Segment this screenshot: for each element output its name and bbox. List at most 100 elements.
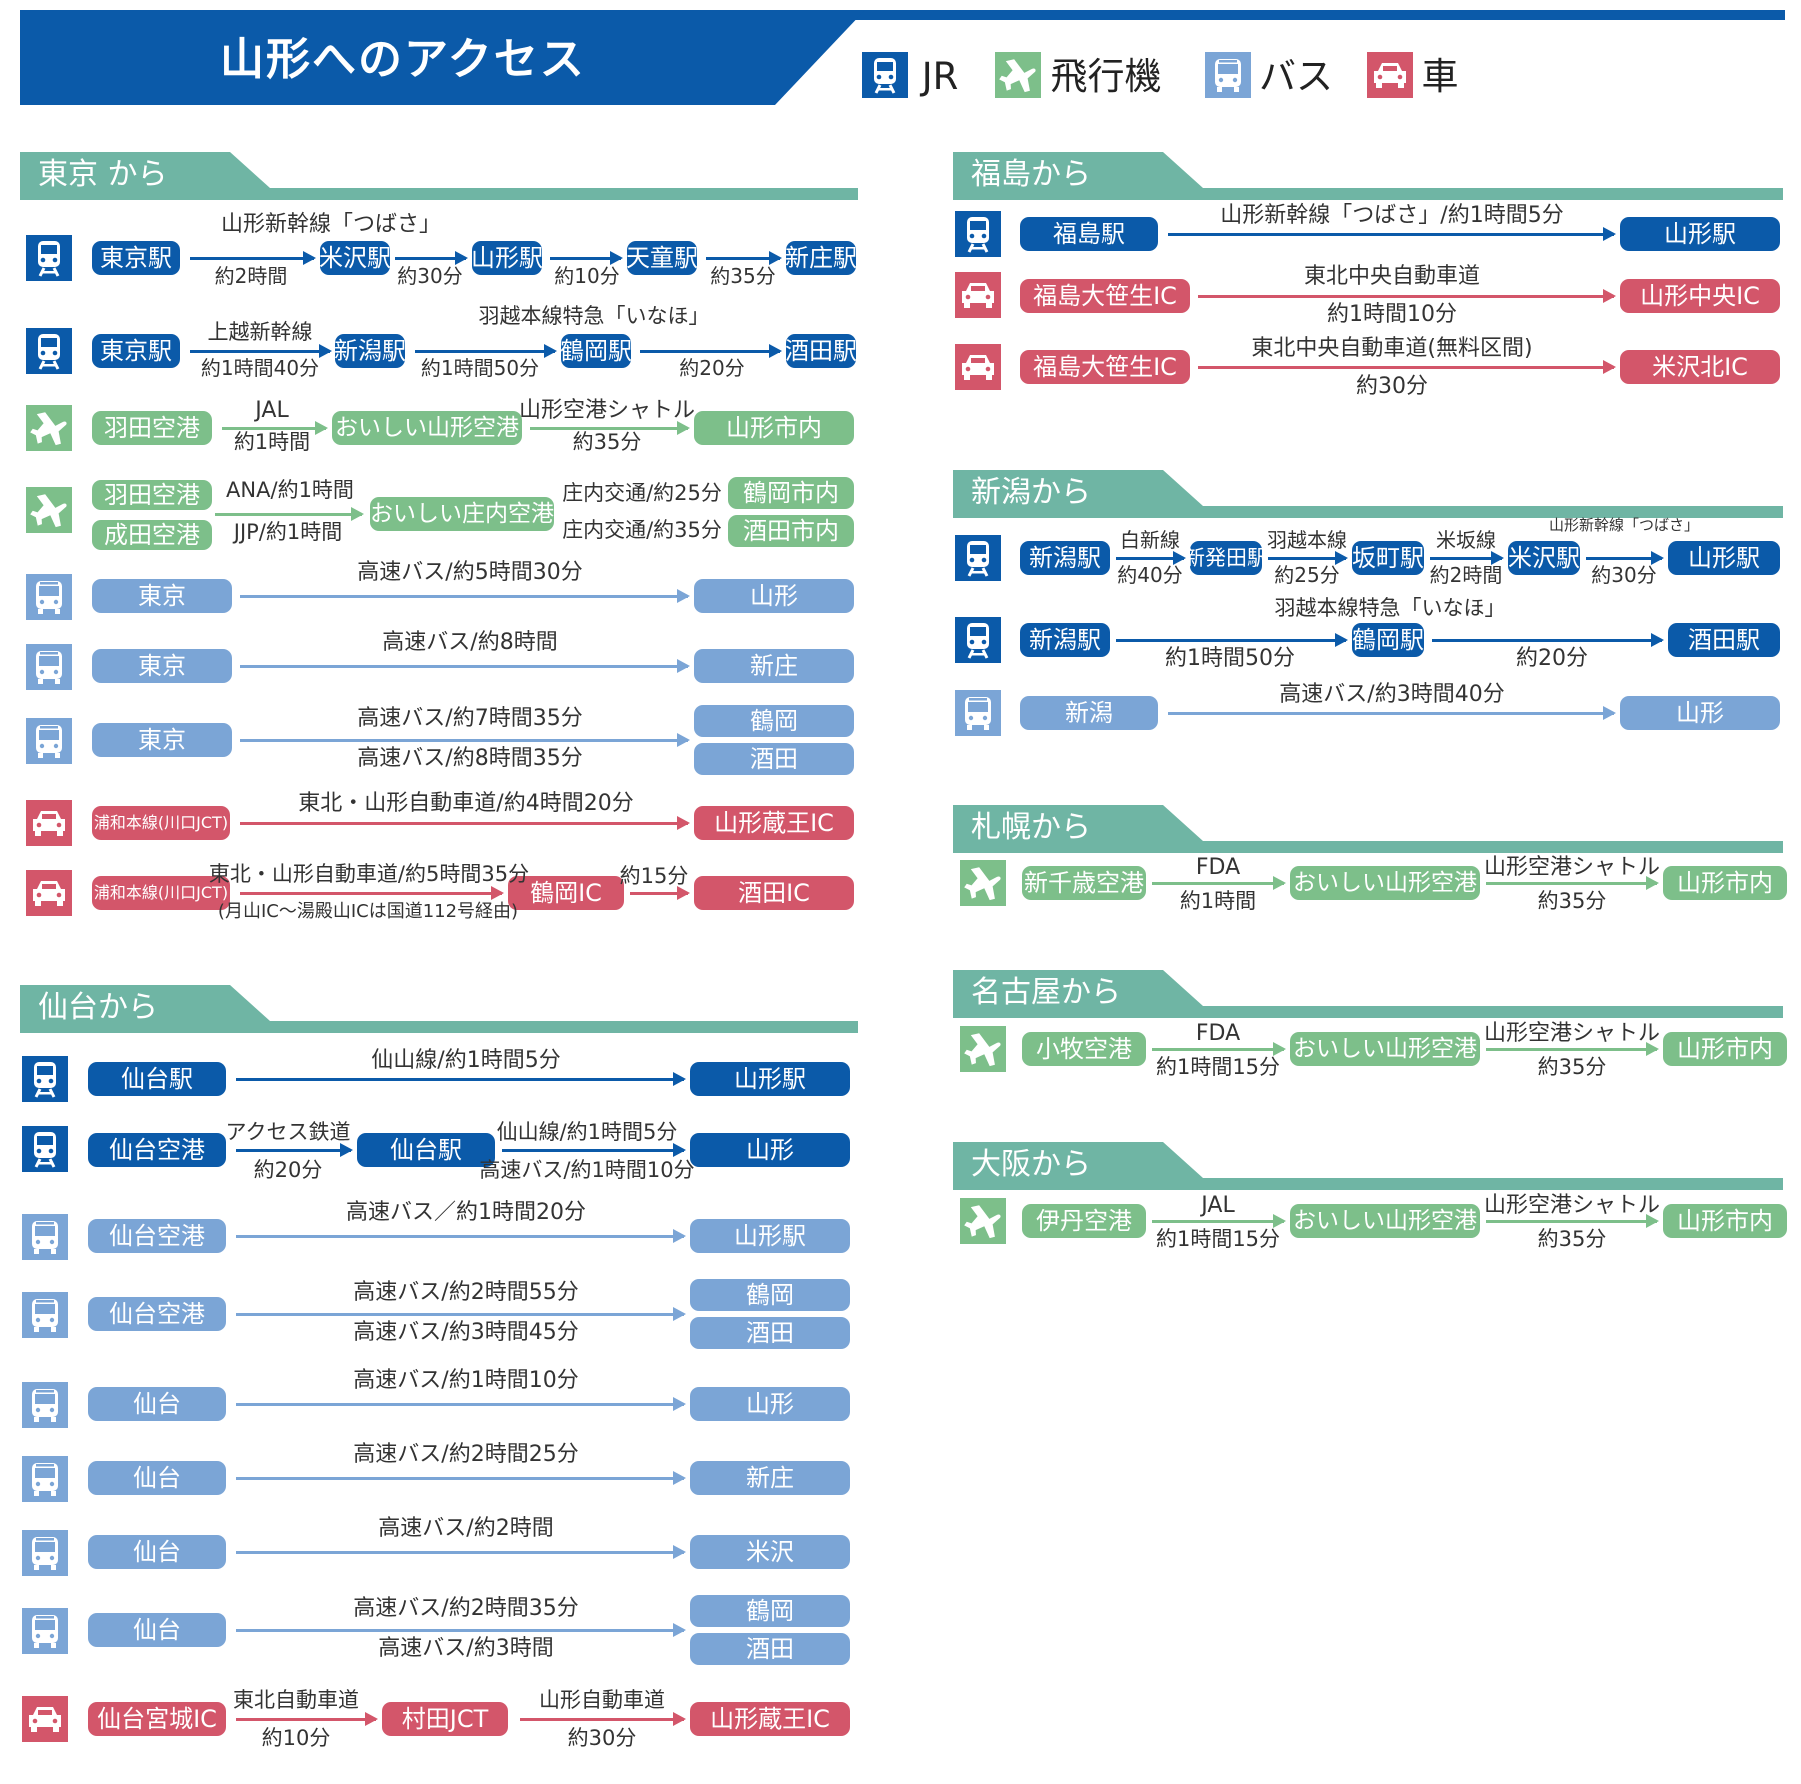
section-header-bar [953, 970, 1783, 1018]
train-icon [967, 541, 989, 577]
train-icon [955, 535, 1001, 581]
airplane-icon [964, 867, 1001, 901]
node-box: 仙台 [88, 1535, 226, 1569]
arrow-head [673, 1072, 686, 1086]
route-label: 約1時間15分 [1155, 1227, 1281, 1251]
node-box: おいしい山形空港 [1290, 1032, 1480, 1066]
node-box: 山形 [690, 1387, 850, 1421]
arrow-head [1173, 551, 1186, 565]
route-label: 高速バス/約3時間45分 [353, 1320, 579, 1345]
node-box: 浦和本線(川口JCT) [92, 876, 230, 910]
route-label: 約1時間50分 [1165, 646, 1295, 671]
route-label: 約1時間 [1179, 889, 1257, 913]
node-box: 成田空港 [92, 520, 212, 550]
route-label: 約40分 [1117, 563, 1183, 587]
route-arrow [640, 344, 782, 358]
route-label: 高速バス/約1時間10分 [479, 1158, 695, 1182]
section-title: 東京 から [38, 157, 168, 192]
route-label: 約15分 [619, 864, 689, 888]
route-label: ANA/約1時間 [226, 478, 354, 502]
route-label: 庄内交通/約25分 [562, 481, 722, 505]
node-box: 東京 [92, 723, 232, 757]
train-icon [955, 617, 1001, 663]
bus-icon [22, 1456, 68, 1502]
node-box: 新潟駅 [334, 334, 406, 368]
node-box: おいしい庄内空港 [370, 497, 554, 531]
route-label: 東北中央自動車道(無料区間) [1251, 336, 1533, 361]
route-label: 約2時間 [1429, 563, 1503, 587]
route-arrow [1152, 1214, 1286, 1228]
route-label: 約20分 [1516, 646, 1588, 671]
route-label: 山形自動車道 [539, 1688, 665, 1712]
bus-icon [26, 574, 72, 620]
car-icon [962, 283, 994, 308]
route-label: 約30分 [397, 264, 463, 288]
node-box: 米沢駅 [319, 241, 391, 275]
route-arrow [240, 816, 690, 830]
route-label: 羽越本線特急「いなほ」 [1274, 596, 1506, 620]
route-label: JAL [1201, 1193, 1235, 1218]
node-box: 山形市内 [694, 411, 854, 445]
section-title: 福島から [971, 157, 1091, 192]
node-box: 新庄駅 [785, 241, 857, 275]
route-arrow [240, 886, 504, 900]
bus-icon [32, 1221, 58, 1254]
airplane-icon [30, 494, 67, 528]
route-label: 山形空港シャトル [1483, 855, 1661, 880]
arrow-head [673, 1229, 686, 1243]
route-arrow [222, 421, 328, 435]
section-title: 名古屋から [971, 975, 1121, 1010]
node-box: 仙台宮城IC [88, 1702, 226, 1736]
route-label: 約1時間40分 [200, 356, 320, 380]
arrow-head [673, 1143, 686, 1157]
route-label: 約20分 [253, 1158, 323, 1182]
node-box: 鶴岡駅 [1352, 623, 1424, 657]
arrow-head [673, 1545, 686, 1559]
route-label: 約10分 [554, 264, 620, 288]
route-label: 白新線 [1120, 528, 1180, 552]
arrow-head [544, 344, 557, 358]
legend-label-jr: JR [921, 55, 959, 98]
train-icon [955, 211, 1001, 257]
node-box: 山形 [694, 579, 854, 613]
car-icon [1374, 63, 1406, 88]
node-box: 仙台 [88, 1461, 226, 1495]
node-box: 鶴岡IC [508, 876, 624, 910]
section-header-bar [953, 805, 1783, 853]
route-arrow [1268, 551, 1348, 565]
route-label: 高速バス/約8時間35分 [357, 746, 583, 771]
arrow-head [677, 421, 690, 435]
node-box: 鶴岡駅 [560, 334, 632, 368]
train-icon [22, 1056, 68, 1102]
section-header-bar [953, 1142, 1783, 1190]
route-label: 仙山線/約1時間5分 [496, 1120, 678, 1144]
node-box: 仙台空港 [88, 1133, 226, 1167]
bus-icon [32, 1389, 58, 1422]
arrow-head [455, 251, 468, 265]
route-label: 約2時間 [214, 264, 288, 288]
arrow-head [677, 589, 690, 603]
route-arrow [236, 1712, 378, 1726]
section-header-bar [20, 152, 858, 200]
route-arrow [1486, 1042, 1659, 1056]
bus-icon [22, 1382, 68, 1428]
route-label: 約1時間50分 [420, 356, 540, 380]
train-icon [26, 235, 72, 281]
route-label: 高速バス/約3時間 [378, 1636, 554, 1661]
car-icon [26, 800, 72, 846]
route-arrow [190, 344, 332, 358]
route-arrow [215, 507, 364, 521]
route-arrow [1152, 876, 1286, 890]
node-box: 酒田市内 [728, 515, 854, 547]
route-label: 山形新幹線「つばさ」 [220, 212, 442, 237]
airplane-icon [999, 59, 1036, 93]
route-label: 高速バス/約2時間 [378, 1516, 554, 1541]
legend-item-car [1367, 52, 1413, 98]
train-icon [26, 328, 72, 374]
legend-label-plane: 飛行機 [1050, 55, 1162, 98]
route-label: 山形新幹線「つばさ」/約1時間5分 [1220, 203, 1564, 228]
arrow-head [677, 733, 690, 747]
node-box: 酒田 [690, 1317, 850, 1349]
arrow-head [1335, 551, 1348, 565]
route-label: 羽越本線 [1267, 528, 1347, 552]
